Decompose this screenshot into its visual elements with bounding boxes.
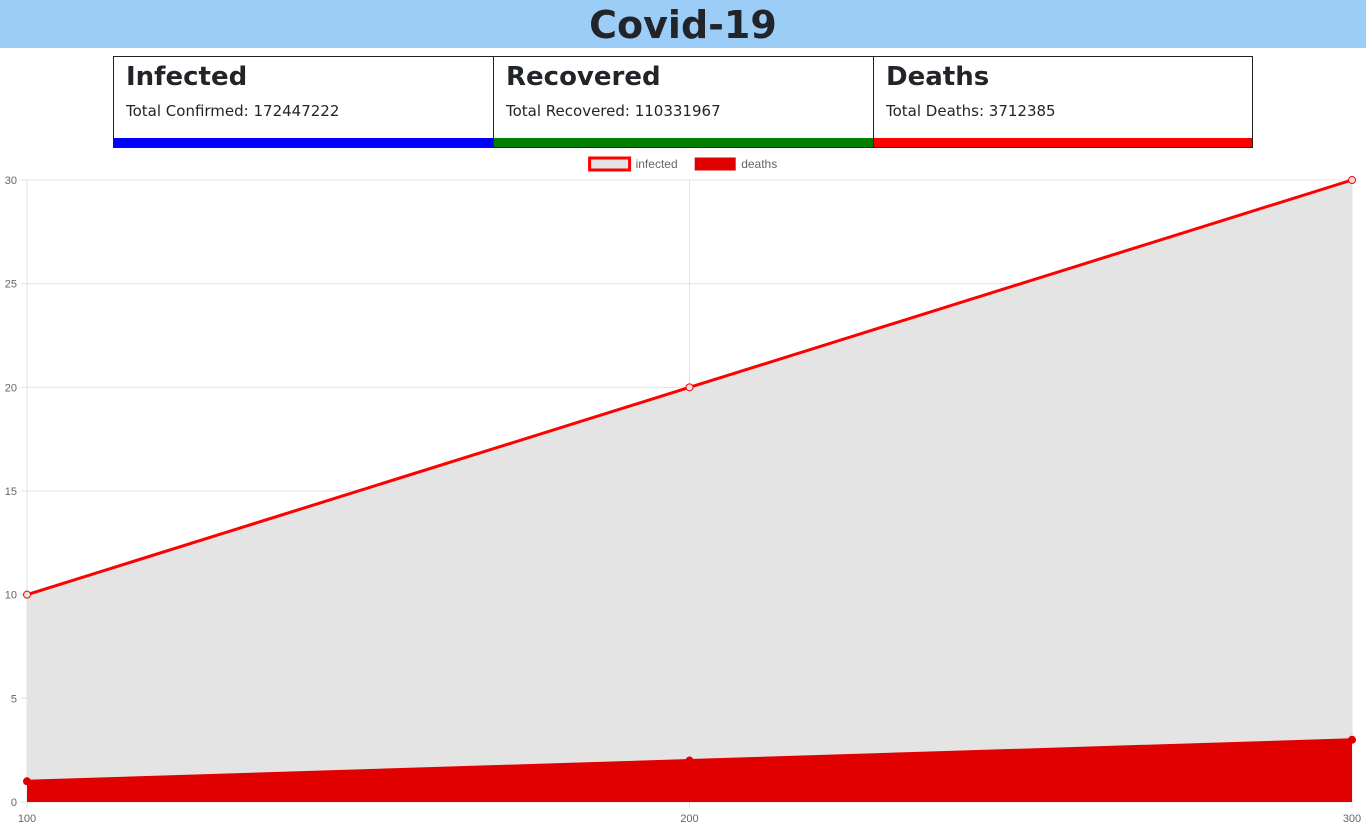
series-area-deaths xyxy=(27,739,1352,802)
chart-container: 0 5 10 15 20 25 30 100 200 300 infected deaths xyxy=(0,150,1366,822)
infected-card: Infected Total Confirmed: 172447222 xyxy=(113,56,493,148)
recovered-color-bar xyxy=(494,138,873,147)
infected-card-value: 172447222 xyxy=(253,102,340,120)
data-point-infected[interactable] xyxy=(1348,176,1356,184)
recovered-card-text: Total Recovered: 110331967 xyxy=(506,101,721,121)
page-header: Covid-19 xyxy=(0,0,1366,48)
y-tick-label: 25 xyxy=(5,279,17,291)
y-tick-label: 10 xyxy=(5,590,17,602)
x-tick-label: 200 xyxy=(680,813,698,822)
deaths-card: Deaths Total Deaths: 3712385 xyxy=(873,56,1253,148)
data-point-deaths[interactable] xyxy=(1348,735,1356,744)
deaths-card-title: Deaths xyxy=(886,62,990,92)
infected-card-label: Total Confirmed: xyxy=(126,102,254,120)
deaths-card-value: 3712385 xyxy=(988,102,1056,120)
page-title: Covid-19 xyxy=(589,3,777,47)
legend-swatch-infected[interactable] xyxy=(588,156,632,172)
y-tick-label: 0 xyxy=(11,797,17,809)
y-axis: 0 5 10 15 20 25 30 xyxy=(5,175,17,809)
recovered-card: Recovered Total Recovered: 110331967 xyxy=(493,56,873,148)
deaths-card-text: Total Deaths: 3712385 xyxy=(886,101,1056,121)
recovered-card-title: Recovered xyxy=(506,62,661,92)
legend-swatch-deaths[interactable] xyxy=(694,157,736,171)
deaths-card-label: Total Deaths: xyxy=(886,102,989,120)
data-point-deaths[interactable] xyxy=(685,756,694,765)
chart-legend: infected deaths xyxy=(588,156,777,172)
data-point-infected[interactable] xyxy=(685,383,694,392)
stat-cards: Infected Total Confirmed: 172447222 Reco… xyxy=(113,56,1253,148)
data-point-deaths[interactable] xyxy=(23,777,31,786)
infected-card-title: Infected xyxy=(126,62,248,92)
data-point-infected[interactable] xyxy=(23,590,31,599)
y-tick-label: 20 xyxy=(5,382,17,394)
legend-label-deaths[interactable]: deaths xyxy=(741,157,777,171)
infected-color-bar xyxy=(114,138,493,147)
recovered-card-label: Total Recovered: xyxy=(506,102,635,120)
chart-areas xyxy=(26,178,1353,802)
recovered-card-value: 110331967 xyxy=(634,102,721,120)
x-axis: 100 200 300 xyxy=(18,813,1361,822)
x-tick-label: 300 xyxy=(1343,813,1361,822)
legend-label-infected[interactable]: infected xyxy=(636,157,678,171)
area-chart: 0 5 10 15 20 25 30 100 200 300 infected deaths xyxy=(5,156,1361,822)
y-tick-label: 5 xyxy=(11,693,17,705)
series-area-infected xyxy=(27,180,1352,802)
deaths-color-bar xyxy=(874,138,1252,147)
y-tick-label: 30 xyxy=(5,175,17,187)
x-tick-label: 100 xyxy=(18,813,36,822)
chart-points xyxy=(23,176,1356,786)
infected-card-text: Total Confirmed: 172447222 xyxy=(126,101,339,121)
y-tick-label: 15 xyxy=(5,486,17,498)
